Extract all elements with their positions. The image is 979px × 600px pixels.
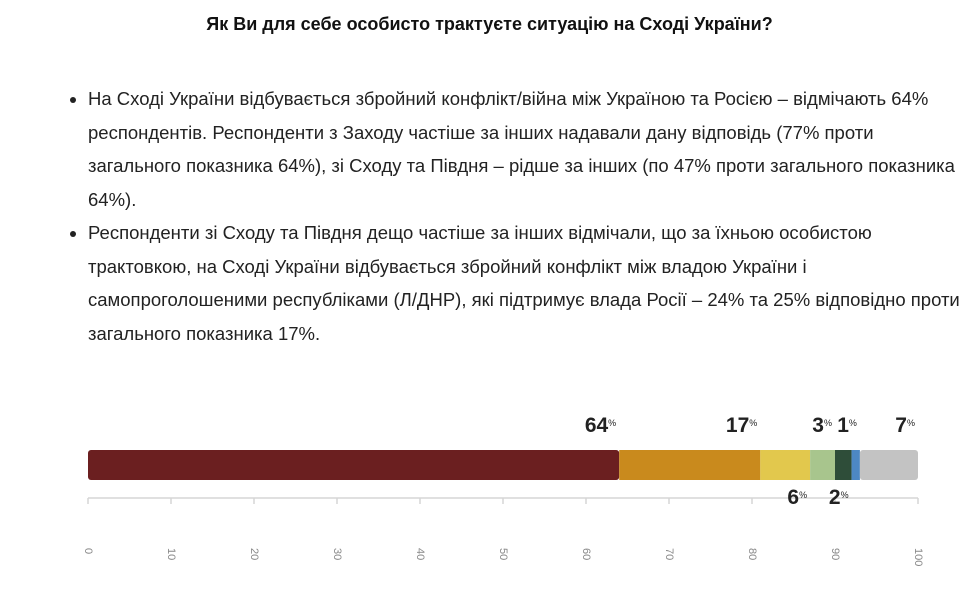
value-label: 7% — [895, 414, 915, 437]
bar-segment — [760, 450, 811, 480]
value-unit: % — [849, 418, 857, 428]
x-tick-label: 40 — [414, 548, 426, 560]
value-unit: % — [824, 418, 832, 428]
value-number: 6 — [787, 486, 799, 509]
value-number: 3 — [812, 414, 824, 437]
value-unit: % — [799, 490, 807, 500]
x-tick-label: 80 — [746, 548, 758, 560]
x-tick-label: 70 — [663, 548, 675, 560]
x-tick-label: 20 — [248, 548, 260, 560]
value-unit: % — [749, 418, 757, 428]
value-label: 64% — [585, 414, 616, 437]
x-tick-label: 60 — [580, 548, 592, 560]
title: Як Ви для себе особисто трактуєте ситуац… — [206, 14, 773, 34]
value-number: 17 — [726, 414, 749, 437]
x-tick-label: 10 — [165, 548, 177, 560]
value-number: 7 — [895, 414, 907, 437]
bar-segment — [810, 450, 835, 480]
value-number: 64 — [585, 414, 609, 437]
bar-segment — [88, 450, 620, 480]
value-label: 17% — [726, 414, 757, 437]
bullet: Респонденти зі Сходу та Півдня дещо част… — [88, 216, 968, 350]
value-label: 6% — [787, 486, 807, 509]
bar-segment — [851, 450, 860, 480]
value-unit: % — [608, 418, 616, 428]
value-label: 2% — [829, 486, 849, 509]
value-label: 1% — [837, 414, 857, 437]
bullet-list: На Сході України відбувається збройний к… — [60, 82, 968, 350]
bar-segment — [835, 450, 852, 480]
value-unit: % — [907, 418, 915, 428]
x-tick-label: 30 — [331, 548, 343, 560]
x-tick-label: 100 — [912, 548, 924, 566]
value-number: 2 — [829, 486, 841, 509]
bar-segment — [859, 450, 918, 480]
x-tick-label: 90 — [829, 548, 841, 560]
x-tick-label: 0 — [82, 548, 94, 554]
value-label: 3% — [812, 414, 832, 437]
value-number: 1 — [837, 414, 849, 437]
x-tick-label: 50 — [497, 548, 509, 560]
bar-segment — [619, 450, 761, 480]
value-unit: % — [841, 490, 849, 500]
bullet: На Сході України відбувається збройний к… — [88, 82, 968, 216]
